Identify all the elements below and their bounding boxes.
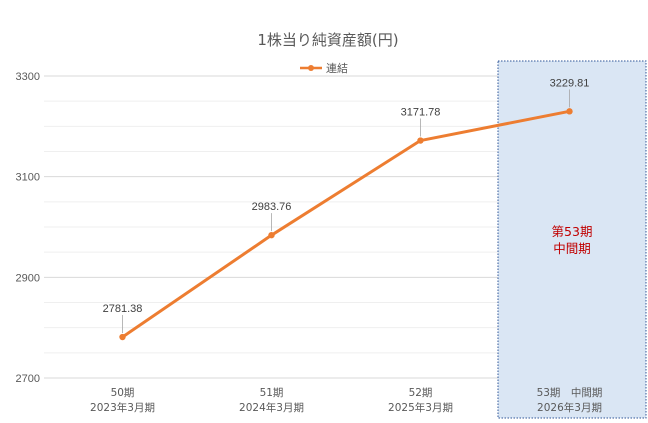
data-point (119, 333, 126, 341)
x-tick-label: 51期 (260, 387, 284, 399)
label-layer: 2781.38 2983.76 3171.78 3229.81 (103, 77, 590, 334)
x-tick-label: 2024年3月期 (239, 401, 304, 414)
x-tick-label: 2025年3月期 (388, 401, 453, 414)
data-label: 3171.78 (401, 107, 441, 119)
highlight-note-line: 中間期 (553, 241, 591, 256)
legend-marker (308, 65, 314, 71)
x-tick-label: 2026年3月期 (537, 401, 602, 414)
legend-label: 連結 (326, 61, 348, 75)
y-tick-label: 2700 (16, 373, 40, 385)
data-label: 2983.76 (252, 201, 292, 213)
legend: 連結 (300, 61, 348, 75)
y-tick-label: 2900 (16, 272, 40, 284)
highlight-box (497, 60, 647, 419)
x-tick-label: 50期 (111, 387, 135, 399)
data-label: 3229.81 (550, 77, 590, 89)
axis-layer: 2700 2900 3100 3300 50期 2023年3月期 51期 2024年3月期 52… (16, 71, 603, 414)
chart-title: 1株当り純資産額(円) (257, 31, 398, 49)
data-label: 2781.38 (103, 303, 143, 315)
series-layer (119, 108, 573, 341)
x-tick-label: 52期 (409, 387, 433, 399)
x-tick-label: 53期 中間期 (537, 386, 603, 399)
y-tick-label: 3100 (16, 172, 40, 184)
highlight-note-line: 第53期 (552, 224, 593, 239)
data-point (417, 137, 424, 144)
x-tick-label: 2023年3月期 (90, 401, 155, 414)
y-tick-label: 3300 (16, 71, 40, 83)
series-line (121, 109, 571, 339)
data-point (268, 231, 275, 239)
data-point (566, 108, 573, 115)
